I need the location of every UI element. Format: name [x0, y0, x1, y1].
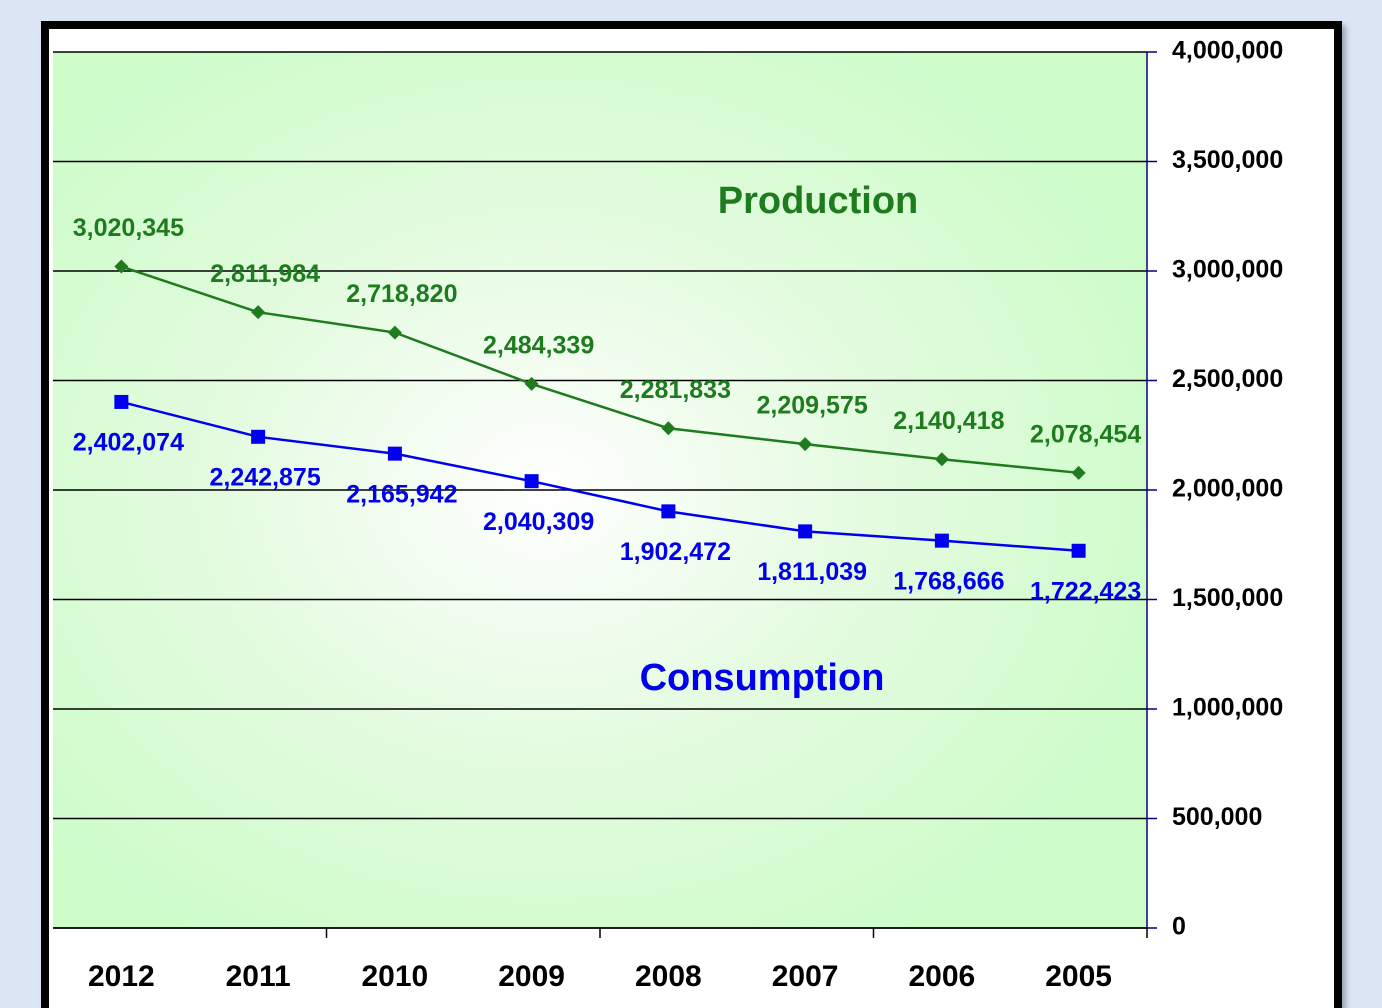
marker	[934, 452, 949, 467]
marker	[387, 446, 402, 461]
y-tick-label: 1,000,000	[1172, 694, 1283, 722]
x-tick-label: 2008	[635, 960, 702, 993]
data-label: 2,281,833	[620, 376, 731, 404]
marker	[524, 376, 539, 391]
y-tick-label: 500,000	[1172, 803, 1262, 831]
data-label: 1,722,423	[1030, 577, 1141, 605]
data-label: 2,140,418	[893, 407, 1004, 435]
data-label: 1,902,472	[620, 538, 731, 566]
x-tick-label: 2007	[772, 960, 839, 993]
marker	[661, 421, 676, 436]
marker	[798, 437, 813, 452]
y-tick-label: 1,500,000	[1172, 584, 1283, 612]
series-line	[120, 265, 1079, 475]
marker	[1071, 543, 1086, 558]
x-tick-label: 2009	[498, 960, 565, 993]
marker	[387, 325, 402, 340]
y-tick-label: 4,000,000	[1172, 37, 1283, 65]
x-tick-label: 2012	[88, 960, 155, 993]
data-label: 2,040,309	[483, 508, 594, 536]
data-label: 2,811,984	[210, 260, 320, 288]
y-tick-label: 0	[1172, 913, 1186, 941]
x-tick-label: 2011	[226, 960, 291, 993]
marker	[524, 474, 539, 489]
marker	[934, 533, 949, 548]
data-label: 2,209,575	[757, 392, 868, 420]
data-label: 1,768,666	[893, 567, 1004, 595]
annotation: Production	[718, 180, 919, 222]
data-label: 2,718,820	[346, 280, 457, 308]
data-label: 2,078,454	[1030, 420, 1141, 448]
marker	[251, 429, 266, 444]
marker	[114, 394, 129, 409]
data-label: 2,165,942	[346, 480, 457, 508]
data-label: 3,020,345	[73, 214, 184, 242]
annotation: Consumption	[640, 657, 885, 699]
x-tick-label: 2006	[909, 960, 976, 993]
y-tick-label: 2,500,000	[1172, 365, 1283, 393]
marker	[798, 524, 813, 539]
y-tick-label: 2,000,000	[1172, 475, 1283, 503]
marker	[661, 504, 676, 519]
data-label: 2,402,074	[73, 429, 184, 457]
marker	[114, 259, 129, 274]
x-tick-label: 2005	[1045, 960, 1112, 993]
data-label: 1,811,039	[757, 558, 867, 586]
marker	[251, 305, 266, 320]
data-label: 2,242,875	[210, 463, 321, 491]
data-label: 2,484,339	[483, 332, 594, 360]
x-tick-label: 2010	[362, 960, 429, 993]
y-tick-label: 3,500,000	[1172, 146, 1283, 174]
series-line	[121, 400, 1079, 553]
y-tick-label: 3,000,000	[1172, 256, 1283, 284]
marker	[1071, 465, 1086, 480]
